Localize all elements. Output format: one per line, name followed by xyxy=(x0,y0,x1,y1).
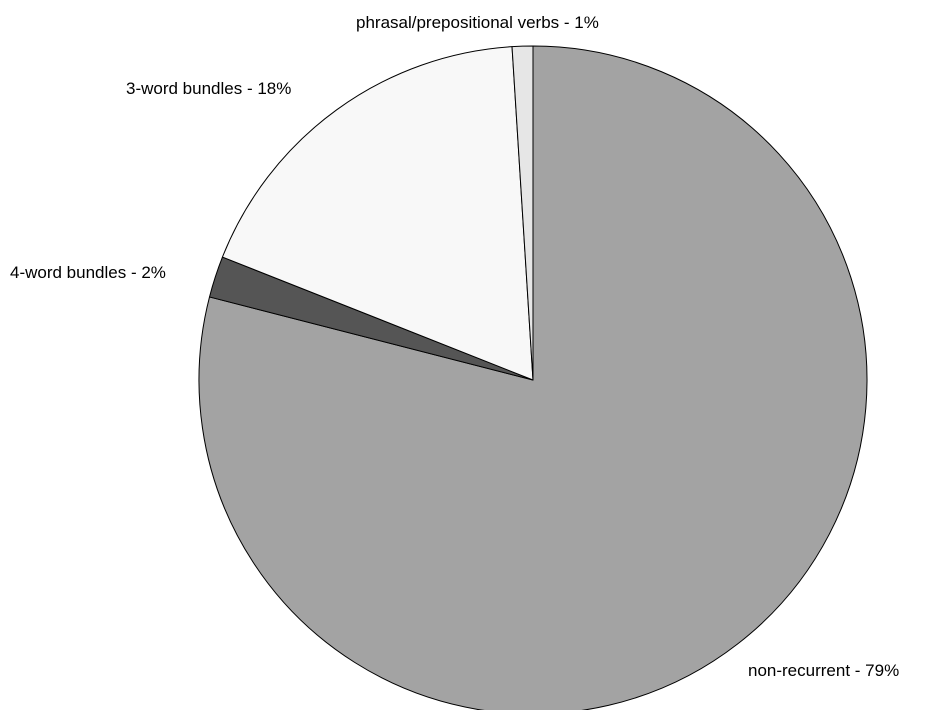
slice-non-recurrent xyxy=(198,45,868,710)
slice-3-word-bundles xyxy=(221,46,534,381)
pie-labels: non-recurrent - 79% 4-word bundles - 2% … xyxy=(10,13,899,680)
slice-label-non-recurrent: non-recurrent - 79% xyxy=(748,661,899,680)
slice-label-phrasal-verbs: phrasal/prepositional verbs - 1% xyxy=(356,13,599,32)
slice-label-4-word-bundles: 4-word bundles - 2% xyxy=(10,263,166,282)
slice-phrasal-verbs xyxy=(511,45,534,381)
slice-label-3-word-bundles: 3-word bundles - 18% xyxy=(126,79,291,98)
pie-slices xyxy=(198,45,868,710)
